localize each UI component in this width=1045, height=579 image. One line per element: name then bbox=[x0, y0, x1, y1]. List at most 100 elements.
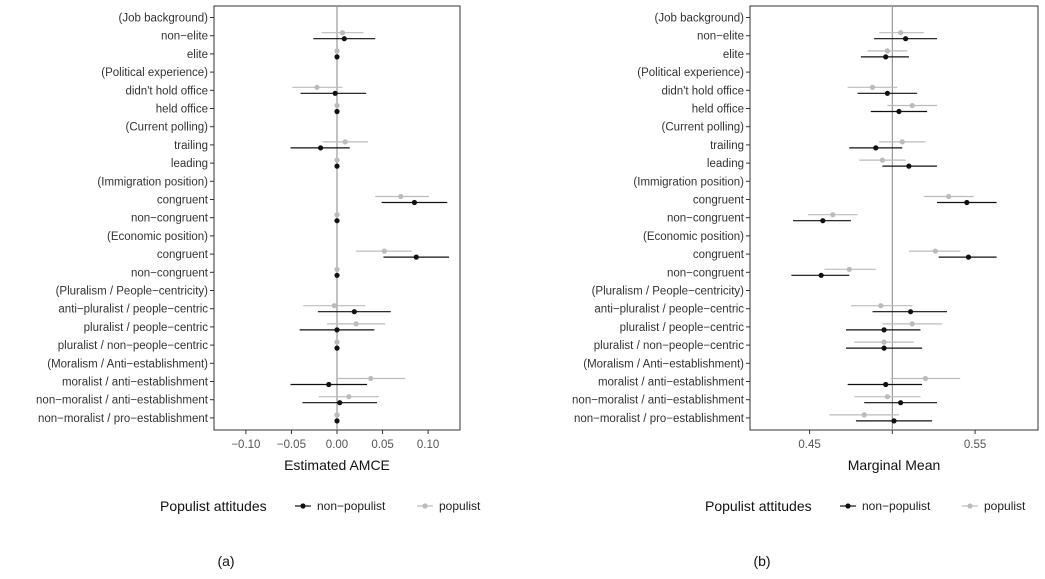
populist-point bbox=[830, 212, 836, 218]
x-tick-label: −0.10 bbox=[231, 439, 260, 451]
non-populist-point bbox=[411, 199, 418, 206]
row-label: (Immigration position) bbox=[97, 176, 208, 188]
populist-point bbox=[922, 375, 929, 382]
populist-point bbox=[342, 139, 348, 145]
populist-point bbox=[878, 303, 884, 309]
legend-swatch-point-non-populist bbox=[845, 503, 851, 509]
populist-point bbox=[869, 84, 876, 90]
populist-point bbox=[946, 193, 952, 200]
x-tick-label: 0.55 bbox=[964, 439, 986, 451]
legend-label-non-populist: non−populist bbox=[862, 499, 931, 513]
non-populist-point bbox=[906, 163, 912, 169]
row-label: leading bbox=[707, 158, 744, 170]
populist-point bbox=[381, 248, 387, 254]
non-populist-point bbox=[334, 108, 340, 115]
populist-point bbox=[334, 339, 340, 345]
chart-panel-a: (Job background) non−elite elite (Political… bbox=[36, 5, 481, 569]
row-label: anti−pluralist / people−centric bbox=[58, 304, 208, 316]
populist-point bbox=[314, 84, 320, 90]
x-tick-label: 0.45 bbox=[798, 439, 820, 451]
non-populist-point bbox=[334, 218, 340, 224]
populist-point bbox=[881, 339, 887, 345]
row-label: non−congruent bbox=[131, 267, 209, 279]
row-label: congruent bbox=[693, 195, 745, 207]
populist-point bbox=[884, 394, 890, 400]
non-populist-point bbox=[891, 418, 897, 424]
row-label: (Political experience) bbox=[101, 67, 208, 79]
row-label: non−congruent bbox=[667, 213, 745, 225]
legend-label-non-populist: non−populist bbox=[317, 499, 386, 513]
row-label: non−moralist / pro−establishment bbox=[574, 413, 745, 425]
legend-label-populist: populist bbox=[984, 499, 1026, 513]
panel-label: (b) bbox=[753, 553, 770, 569]
non-populist-point bbox=[883, 381, 889, 388]
row-label: held office bbox=[156, 104, 208, 116]
populist-point bbox=[879, 157, 886, 163]
non-populist-point bbox=[883, 54, 889, 60]
non-populist-point bbox=[818, 272, 824, 278]
row-label: (Moralism / Anti−establishment) bbox=[583, 358, 744, 370]
legend-title: Populist attitudes bbox=[160, 498, 267, 514]
populist-point bbox=[334, 266, 340, 272]
populist-point bbox=[346, 394, 352, 400]
row-label: anti−pluralist / people−centric bbox=[594, 304, 744, 316]
chart-panel-b: (Job background) non−elite elite (Political… bbox=[572, 5, 1039, 569]
non-populist-point bbox=[964, 199, 970, 206]
row-label: elite bbox=[187, 49, 208, 61]
row-label: pluralist / non−people−centric bbox=[594, 340, 744, 352]
row-label: (Job background) bbox=[119, 13, 209, 25]
row-label: non−congruent bbox=[131, 213, 209, 225]
non-populist-point bbox=[413, 254, 419, 260]
populist-point bbox=[353, 321, 359, 327]
row-label: (Current polling) bbox=[662, 122, 745, 134]
populist-point bbox=[899, 139, 905, 145]
legend: Populist attitudes non−populist populist bbox=[705, 498, 1026, 514]
populist-point bbox=[339, 30, 346, 36]
populist-point bbox=[334, 48, 340, 54]
row-label: non−elite bbox=[697, 31, 744, 43]
non-populist-point bbox=[965, 254, 972, 260]
x-tick-label: 0.05 bbox=[371, 439, 393, 451]
row-label: pluralist / non−people−centric bbox=[58, 340, 208, 352]
row-label: moralist / anti−establishment bbox=[598, 377, 745, 389]
non-populist-point bbox=[820, 218, 826, 224]
non-populist-point bbox=[351, 309, 357, 315]
populist-point bbox=[331, 303, 337, 309]
non-populist-point bbox=[334, 345, 340, 351]
non-populist-point bbox=[873, 145, 879, 151]
non-populist-point bbox=[332, 90, 338, 96]
populist-point bbox=[909, 102, 915, 109]
row-label: congruent bbox=[157, 249, 209, 261]
populist-point bbox=[368, 375, 374, 382]
legend: Populist attitudes non−populist populist bbox=[160, 498, 481, 514]
row-label: (Economic position) bbox=[107, 231, 208, 243]
legend-swatch-point-non-populist bbox=[300, 503, 306, 509]
non-populist-point bbox=[334, 272, 340, 278]
legend-title: Populist attitudes bbox=[705, 498, 812, 514]
non-populist-point bbox=[907, 309, 914, 315]
populist-point bbox=[334, 157, 340, 163]
populist-point bbox=[932, 248, 938, 254]
row-label: non−elite bbox=[161, 31, 208, 43]
populist-point bbox=[334, 412, 340, 418]
populist-point bbox=[909, 321, 915, 327]
non-populist-point bbox=[341, 36, 347, 42]
row-label: non−congruent bbox=[667, 267, 745, 279]
row-label: pluralist / people−centric bbox=[84, 322, 209, 334]
x-tick-label: 0.10 bbox=[417, 439, 439, 451]
non-populist-point bbox=[898, 400, 904, 406]
x-axis-title: Estimated AMCE bbox=[284, 457, 390, 473]
non-populist-point bbox=[318, 145, 324, 151]
row-label: moralist / anti−establishment bbox=[62, 377, 209, 389]
row-label: congruent bbox=[157, 195, 209, 207]
row-label: (Economic position) bbox=[643, 231, 744, 243]
non-populist-point bbox=[881, 327, 887, 333]
non-populist-point bbox=[896, 108, 902, 115]
plot-frame bbox=[749, 5, 1039, 431]
row-label: held office bbox=[692, 104, 744, 116]
row-label: (Immigration position) bbox=[633, 176, 744, 188]
non-populist-point bbox=[334, 54, 340, 60]
row-label: (Pluralism / People−centricity) bbox=[56, 286, 209, 298]
